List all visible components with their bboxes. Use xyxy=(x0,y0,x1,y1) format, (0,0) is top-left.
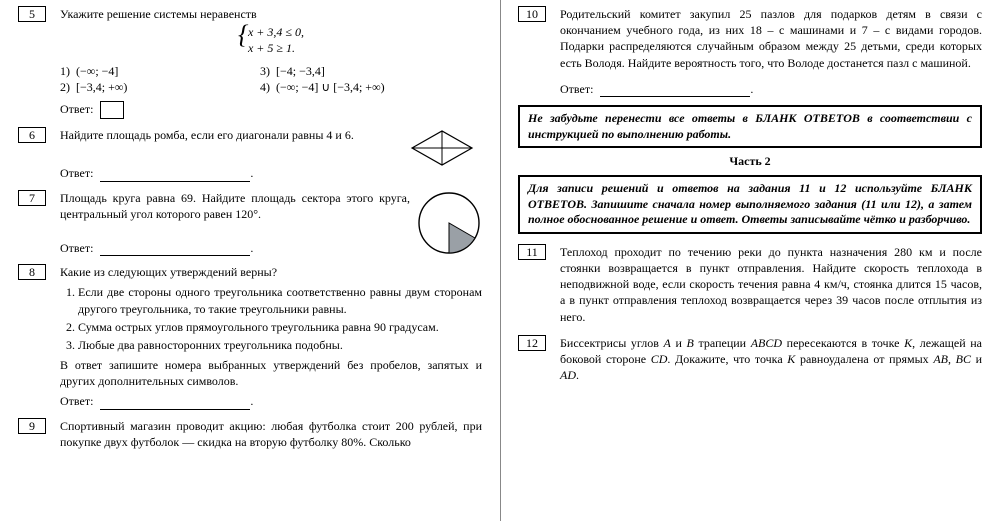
task-body: Площадь круга равна 69. Найдите площадь … xyxy=(60,190,482,257)
task-number: 5 xyxy=(18,6,46,22)
task-body: Укажите решение системы неравенств x + 3… xyxy=(60,6,482,119)
task-number: 11 xyxy=(518,244,546,260)
answer-label: Ответ: xyxy=(60,102,93,116)
instructions-box: Для записи решений и ответов на задания … xyxy=(518,175,982,234)
answer-row: Ответ: . xyxy=(60,393,482,409)
task-11: 11 Теплоход проходит по течению реки до … xyxy=(518,244,982,325)
answer-label: Ответ: xyxy=(60,241,93,255)
answer-options: 1) (−∞; −4] 3) [−4; −3,4] 2) [−3,4; +∞) … xyxy=(60,63,482,95)
opt-val: [−4; −3,4] xyxy=(276,64,325,78)
task-6: 6 Найдите площадь ромба, если его диагон… xyxy=(18,127,482,181)
task-8: 8 Какие из следующих утверждений верны? … xyxy=(18,264,482,410)
statement: Любые два равносторонних треугольника по… xyxy=(78,337,482,353)
task-10: 10 Родительский комитет закупил 25 пазло… xyxy=(518,6,982,97)
answer-field[interactable] xyxy=(100,255,250,256)
task-9: 9 Спортивный магазин проводит акцию: люб… xyxy=(18,418,482,450)
right-column: 10 Родительский комитет закупил 25 пазло… xyxy=(500,0,1000,521)
reminder-box: Не забудьте перенести все ответы в БЛАНК… xyxy=(518,105,982,148)
opt-num: 1) xyxy=(60,64,70,78)
answer-row: Ответ: xyxy=(60,101,482,119)
inequality-system: x + 3,4 ≤ 0, x + 5 ≥ 1. xyxy=(60,24,482,56)
answer-field[interactable] xyxy=(600,96,750,97)
task-number: 8 xyxy=(18,264,46,280)
task-prompt: Биссектрисы углов A и B трапеции ABCD пе… xyxy=(560,335,982,384)
task-prompt: Теплоход проходит по течению реки до пун… xyxy=(560,244,982,325)
task-number: 9 xyxy=(18,418,46,434)
answer-label: Ответ: xyxy=(60,394,93,408)
statements-list: Если две стороны одного треугольника соо… xyxy=(60,284,482,353)
statement: Если две стороны одного треугольника соо… xyxy=(78,284,482,316)
task-5: 5 Укажите решение системы неравенств x +… xyxy=(18,6,482,119)
task-body: Родительский комитет закупил 25 пазлов д… xyxy=(560,6,982,97)
system-line-1: x + 3,4 ≤ 0, xyxy=(248,25,304,39)
page: 5 Укажите решение системы неравенств x +… xyxy=(0,0,1000,521)
task-12: 12 Биссектрисы углов A и B трапеции ABCD… xyxy=(518,335,982,384)
task-body: Какие из следующих утверждений верны? Ес… xyxy=(60,264,482,410)
opt-val: (−∞; −4] xyxy=(76,64,118,78)
task-prompt: Укажите решение системы неравенств xyxy=(60,6,482,22)
left-column: 5 Укажите решение системы неравенств x +… xyxy=(0,0,500,521)
task-number: 12 xyxy=(518,335,546,351)
task-prompt: Спортивный магазин проводит акцию: любая… xyxy=(60,418,482,450)
system-line-2: x + 5 ≥ 1. xyxy=(248,41,295,55)
task-prompt: Какие из следующих утверждений верны? xyxy=(60,264,482,280)
opt-num: 2) xyxy=(60,80,70,94)
task-prompt: Родительский комитет закупил 25 пазлов д… xyxy=(560,6,982,71)
task-number: 10 xyxy=(518,6,546,22)
opt-num: 4) xyxy=(260,80,270,94)
answer-field[interactable] xyxy=(100,409,250,410)
task-number: 6 xyxy=(18,127,46,143)
opt-val: (−∞; −4] ∪ [−3,4; +∞) xyxy=(276,80,385,94)
opt-num: 3) xyxy=(260,64,270,78)
answer-box[interactable] xyxy=(100,101,124,119)
task-body: Найдите площадь ромба, если его диагонал… xyxy=(60,127,482,181)
answer-label: Ответ: xyxy=(60,166,93,180)
answer-row: Ответ: . xyxy=(560,81,982,97)
part-2-title: Часть 2 xyxy=(518,154,982,169)
answer-note: В ответ запишите номера выбранных утверж… xyxy=(60,357,482,389)
circle-sector-icon xyxy=(416,190,482,256)
opt-val: [−3,4; +∞) xyxy=(76,80,127,94)
statement: Сумма острых углов прямоугольного треуго… xyxy=(78,319,482,335)
task-number: 7 xyxy=(18,190,46,206)
task-7: 7 Площадь круга равна 69. Найдите площад… xyxy=(18,190,482,257)
answer-label: Ответ: xyxy=(560,82,593,96)
rhombus-icon xyxy=(402,127,482,169)
answer-field[interactable] xyxy=(100,181,250,182)
